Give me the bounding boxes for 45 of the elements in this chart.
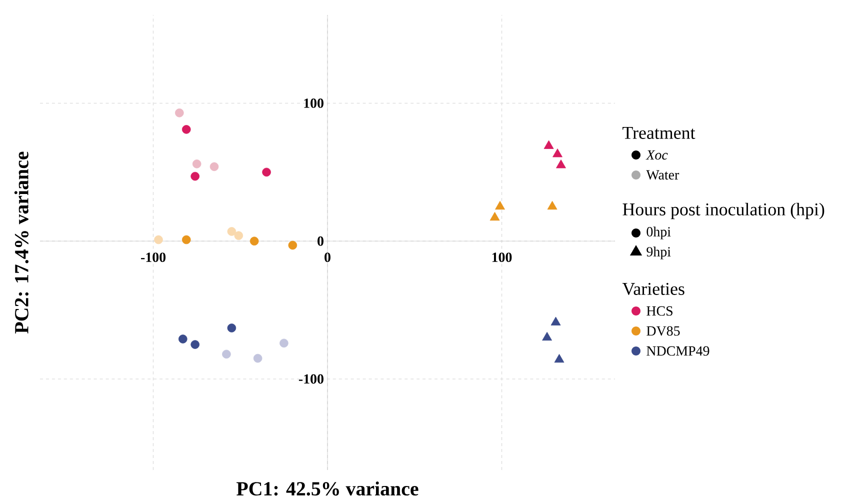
point: [495, 200, 505, 210]
point: [190, 340, 200, 349]
point: [544, 140, 554, 149]
point: [210, 162, 219, 172]
point: [253, 354, 262, 363]
x-tick-label: 0: [324, 252, 330, 262]
legend-label: Water: [646, 170, 680, 180]
point: [550, 316, 561, 326]
legend-label: Xoc: [646, 150, 668, 160]
legend-label: 0hpi: [646, 226, 671, 240]
y-tick-label: 100: [304, 98, 324, 108]
y-tick-label: -100: [298, 374, 324, 384]
point: [192, 159, 202, 168]
point: [288, 240, 298, 250]
legend-label: HCS: [646, 306, 672, 316]
point: [178, 334, 188, 344]
point: [190, 172, 200, 181]
point: [280, 338, 288, 348]
point: [250, 236, 259, 246]
point: [227, 324, 236, 332]
point: [547, 200, 558, 210]
point: [182, 235, 191, 244]
point: [175, 108, 184, 118]
point: [552, 148, 562, 158]
point: [222, 350, 231, 359]
legend-label: 9hpi: [646, 246, 671, 260]
point: [227, 227, 236, 236]
point: [182, 125, 191, 134]
y-tick-label: 0: [318, 236, 324, 246]
y-axis-title: PC2: 17.4% variance: [14, 152, 28, 334]
text: Treatment: [622, 127, 696, 139]
legend-label: NDCMP49: [646, 346, 710, 356]
point: [262, 168, 271, 177]
x-axis-title: PC1: 42.5% variance: [236, 482, 418, 496]
point: [554, 354, 564, 363]
point: [542, 332, 552, 341]
legend-label: DV85: [646, 326, 680, 336]
point: [556, 160, 566, 168]
x-tick-label: 100: [492, 252, 512, 262]
point: [234, 231, 244, 240]
point: [490, 212, 500, 221]
x-tick-label: -100: [141, 252, 166, 262]
point: [154, 235, 163, 244]
text: Varieties: [622, 282, 684, 296]
text: Hours post inoculation (hpi): [622, 202, 824, 220]
